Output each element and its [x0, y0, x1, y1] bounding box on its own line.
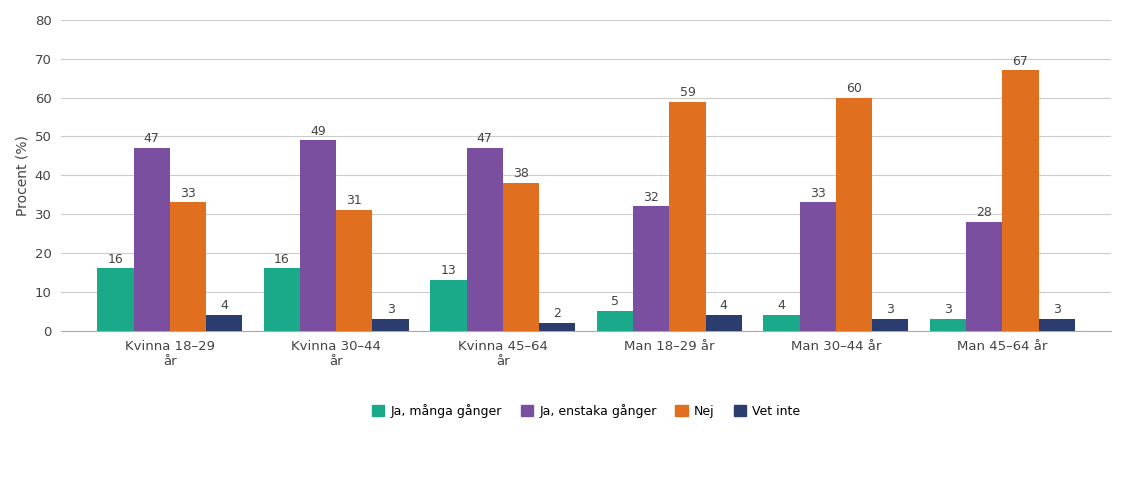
Bar	[503, 183, 539, 331]
Text: 16: 16	[274, 252, 289, 266]
Legend: Ja, många gånger, Ja, enstaka gånger, Nej, Vet inte: Ja, många gånger, Ja, enstaka gånger, Ne…	[367, 399, 805, 423]
Text: 59: 59	[679, 86, 696, 99]
Bar	[763, 315, 799, 331]
Y-axis label: Procent (%): Procent (%)	[15, 135, 29, 216]
Text: 5: 5	[611, 295, 619, 309]
Bar	[466, 148, 503, 331]
Bar	[373, 319, 409, 331]
Text: 33: 33	[810, 187, 825, 200]
Text: 67: 67	[1012, 55, 1028, 68]
Bar	[966, 222, 1002, 331]
Bar	[835, 97, 872, 331]
Text: 28: 28	[976, 206, 992, 219]
Text: 4: 4	[720, 299, 727, 312]
Bar	[170, 202, 206, 331]
Text: 13: 13	[440, 264, 456, 277]
Text: 4: 4	[220, 299, 227, 312]
Bar	[301, 140, 337, 331]
Text: 47: 47	[144, 132, 160, 145]
Bar	[337, 210, 373, 331]
Text: 3: 3	[886, 303, 894, 316]
Text: 2: 2	[553, 307, 561, 320]
Text: 3: 3	[945, 303, 951, 316]
Bar	[430, 280, 466, 331]
Bar	[97, 268, 134, 331]
Text: 16: 16	[108, 252, 124, 266]
Bar	[1038, 319, 1075, 331]
Bar	[706, 315, 742, 331]
Text: 31: 31	[347, 194, 363, 207]
Bar	[930, 319, 966, 331]
Bar	[1002, 71, 1038, 331]
Bar	[633, 206, 669, 331]
Text: 38: 38	[513, 167, 529, 180]
Bar	[206, 315, 242, 331]
Bar	[669, 101, 706, 331]
Bar	[597, 311, 633, 331]
Text: 3: 3	[1053, 303, 1061, 316]
Text: 47: 47	[476, 132, 493, 145]
Text: 60: 60	[846, 82, 861, 95]
Text: 33: 33	[180, 187, 196, 200]
Text: 49: 49	[311, 125, 327, 138]
Text: 4: 4	[778, 299, 786, 312]
Text: 32: 32	[643, 190, 659, 204]
Text: 3: 3	[386, 303, 394, 316]
Bar	[263, 268, 301, 331]
Bar	[134, 148, 170, 331]
Bar	[539, 323, 575, 331]
Bar	[872, 319, 909, 331]
Bar	[799, 202, 835, 331]
